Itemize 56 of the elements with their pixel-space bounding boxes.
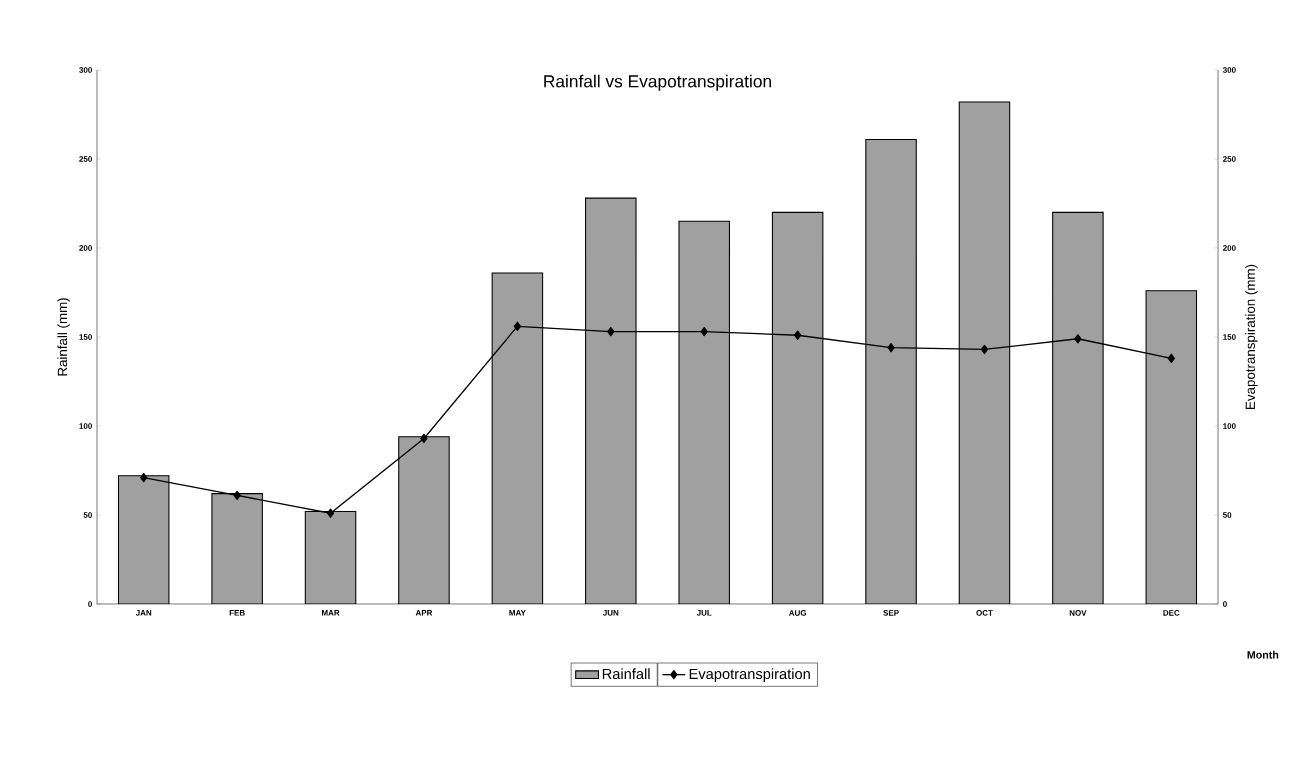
- bar: [678, 220, 730, 604]
- x-tick-label: AUG: [788, 610, 807, 616]
- x-tick-label: DEC: [1163, 610, 1180, 616]
- bar: [398, 436, 450, 604]
- y2-tick-label: 200: [1223, 245, 1236, 251]
- x-axis-title: Month: [1247, 650, 1279, 659]
- bar: [958, 101, 1011, 604]
- y2-tick-label: 250: [1223, 156, 1236, 162]
- x-tick-label: JUL: [696, 610, 712, 616]
- x-tick-label: SEP: [883, 610, 899, 616]
- y2-tick-label: 150: [1223, 334, 1236, 340]
- point: [420, 433, 428, 444]
- point: [700, 326, 708, 337]
- point: [1167, 353, 1175, 364]
- x-tick-label: NOV: [1069, 610, 1087, 616]
- bar: [771, 211, 824, 604]
- bar: [304, 510, 357, 604]
- y2-tick-label: 300: [1222, 67, 1236, 73]
- point: [793, 330, 802, 340]
- point: [513, 321, 522, 331]
- y-tick-label: 300: [79, 67, 92, 73]
- bar: [117, 475, 170, 604]
- point: [887, 343, 895, 353]
- bar: [585, 197, 637, 604]
- bar: [865, 138, 917, 604]
- bar: [1145, 290, 1198, 604]
- y-tick-label: 150: [79, 334, 92, 340]
- y2-axis-title: Evapotranspiration (mm): [1245, 264, 1258, 409]
- point: [326, 508, 335, 518]
- y-tick-label: 0: [88, 601, 92, 607]
- y2-tick-label: 0: [1223, 601, 1227, 607]
- y2-tick-label: 100: [1223, 423, 1236, 429]
- point: [607, 326, 615, 337]
- x-tick-label: APR: [415, 610, 433, 616]
- bar: [1052, 211, 1104, 604]
- y-tick-label: 200: [79, 245, 92, 251]
- point: [980, 344, 989, 355]
- point: [1074, 334, 1082, 344]
- x-tick-label: OCT: [976, 610, 993, 616]
- x-tick-label: FEB: [229, 610, 245, 616]
- legend-label: Evapotranspiration: [689, 668, 810, 682]
- bar: [211, 493, 263, 604]
- y-tick-label: 50: [83, 512, 92, 518]
- bar: [491, 272, 544, 604]
- x-tick-label: JAN: [135, 610, 152, 616]
- x-tick-label: MAY: [509, 610, 526, 616]
- legend-label: Rainfall: [602, 668, 650, 680]
- y2-tick-label: 50: [1222, 512, 1232, 518]
- y-tick-label: 250: [79, 156, 92, 162]
- point: [140, 472, 148, 483]
- x-tick-label: MAR: [321, 610, 340, 616]
- x-tick-label: JUN: [602, 610, 619, 616]
- point: [233, 490, 241, 501]
- y-tick-label: 100: [79, 423, 92, 429]
- y-axis-title: Rainfall (mm): [57, 298, 70, 376]
- chart-title: Rainfall vs Evapotranspiration: [544, 74, 771, 91]
